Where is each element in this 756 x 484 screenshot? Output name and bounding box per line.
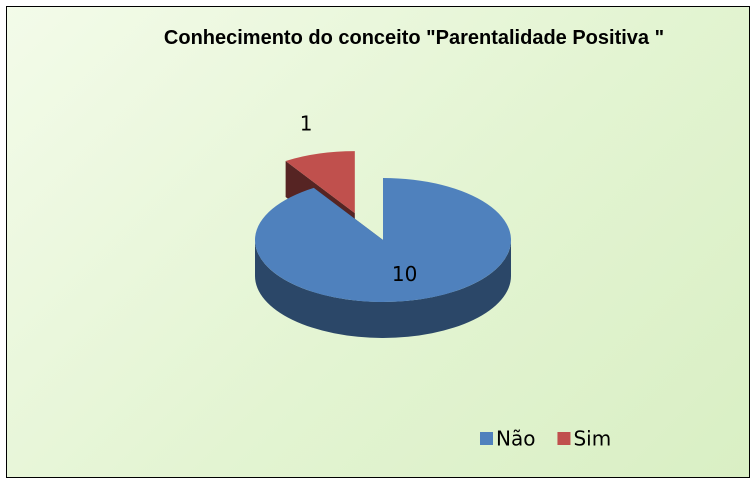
slice-side [255, 240, 511, 338]
data-label: 1 [300, 111, 313, 135]
chart-title: Conhecimento do conceito "Parentalidade … [163, 27, 665, 49]
data-label: 10 [392, 262, 417, 286]
slice [255, 178, 511, 302]
legend-label: Não [496, 427, 535, 451]
legend-label: Sim [573, 427, 611, 451]
legend-swatch [480, 432, 493, 445]
slice [285, 151, 355, 214]
legend-swatch [557, 432, 571, 445]
